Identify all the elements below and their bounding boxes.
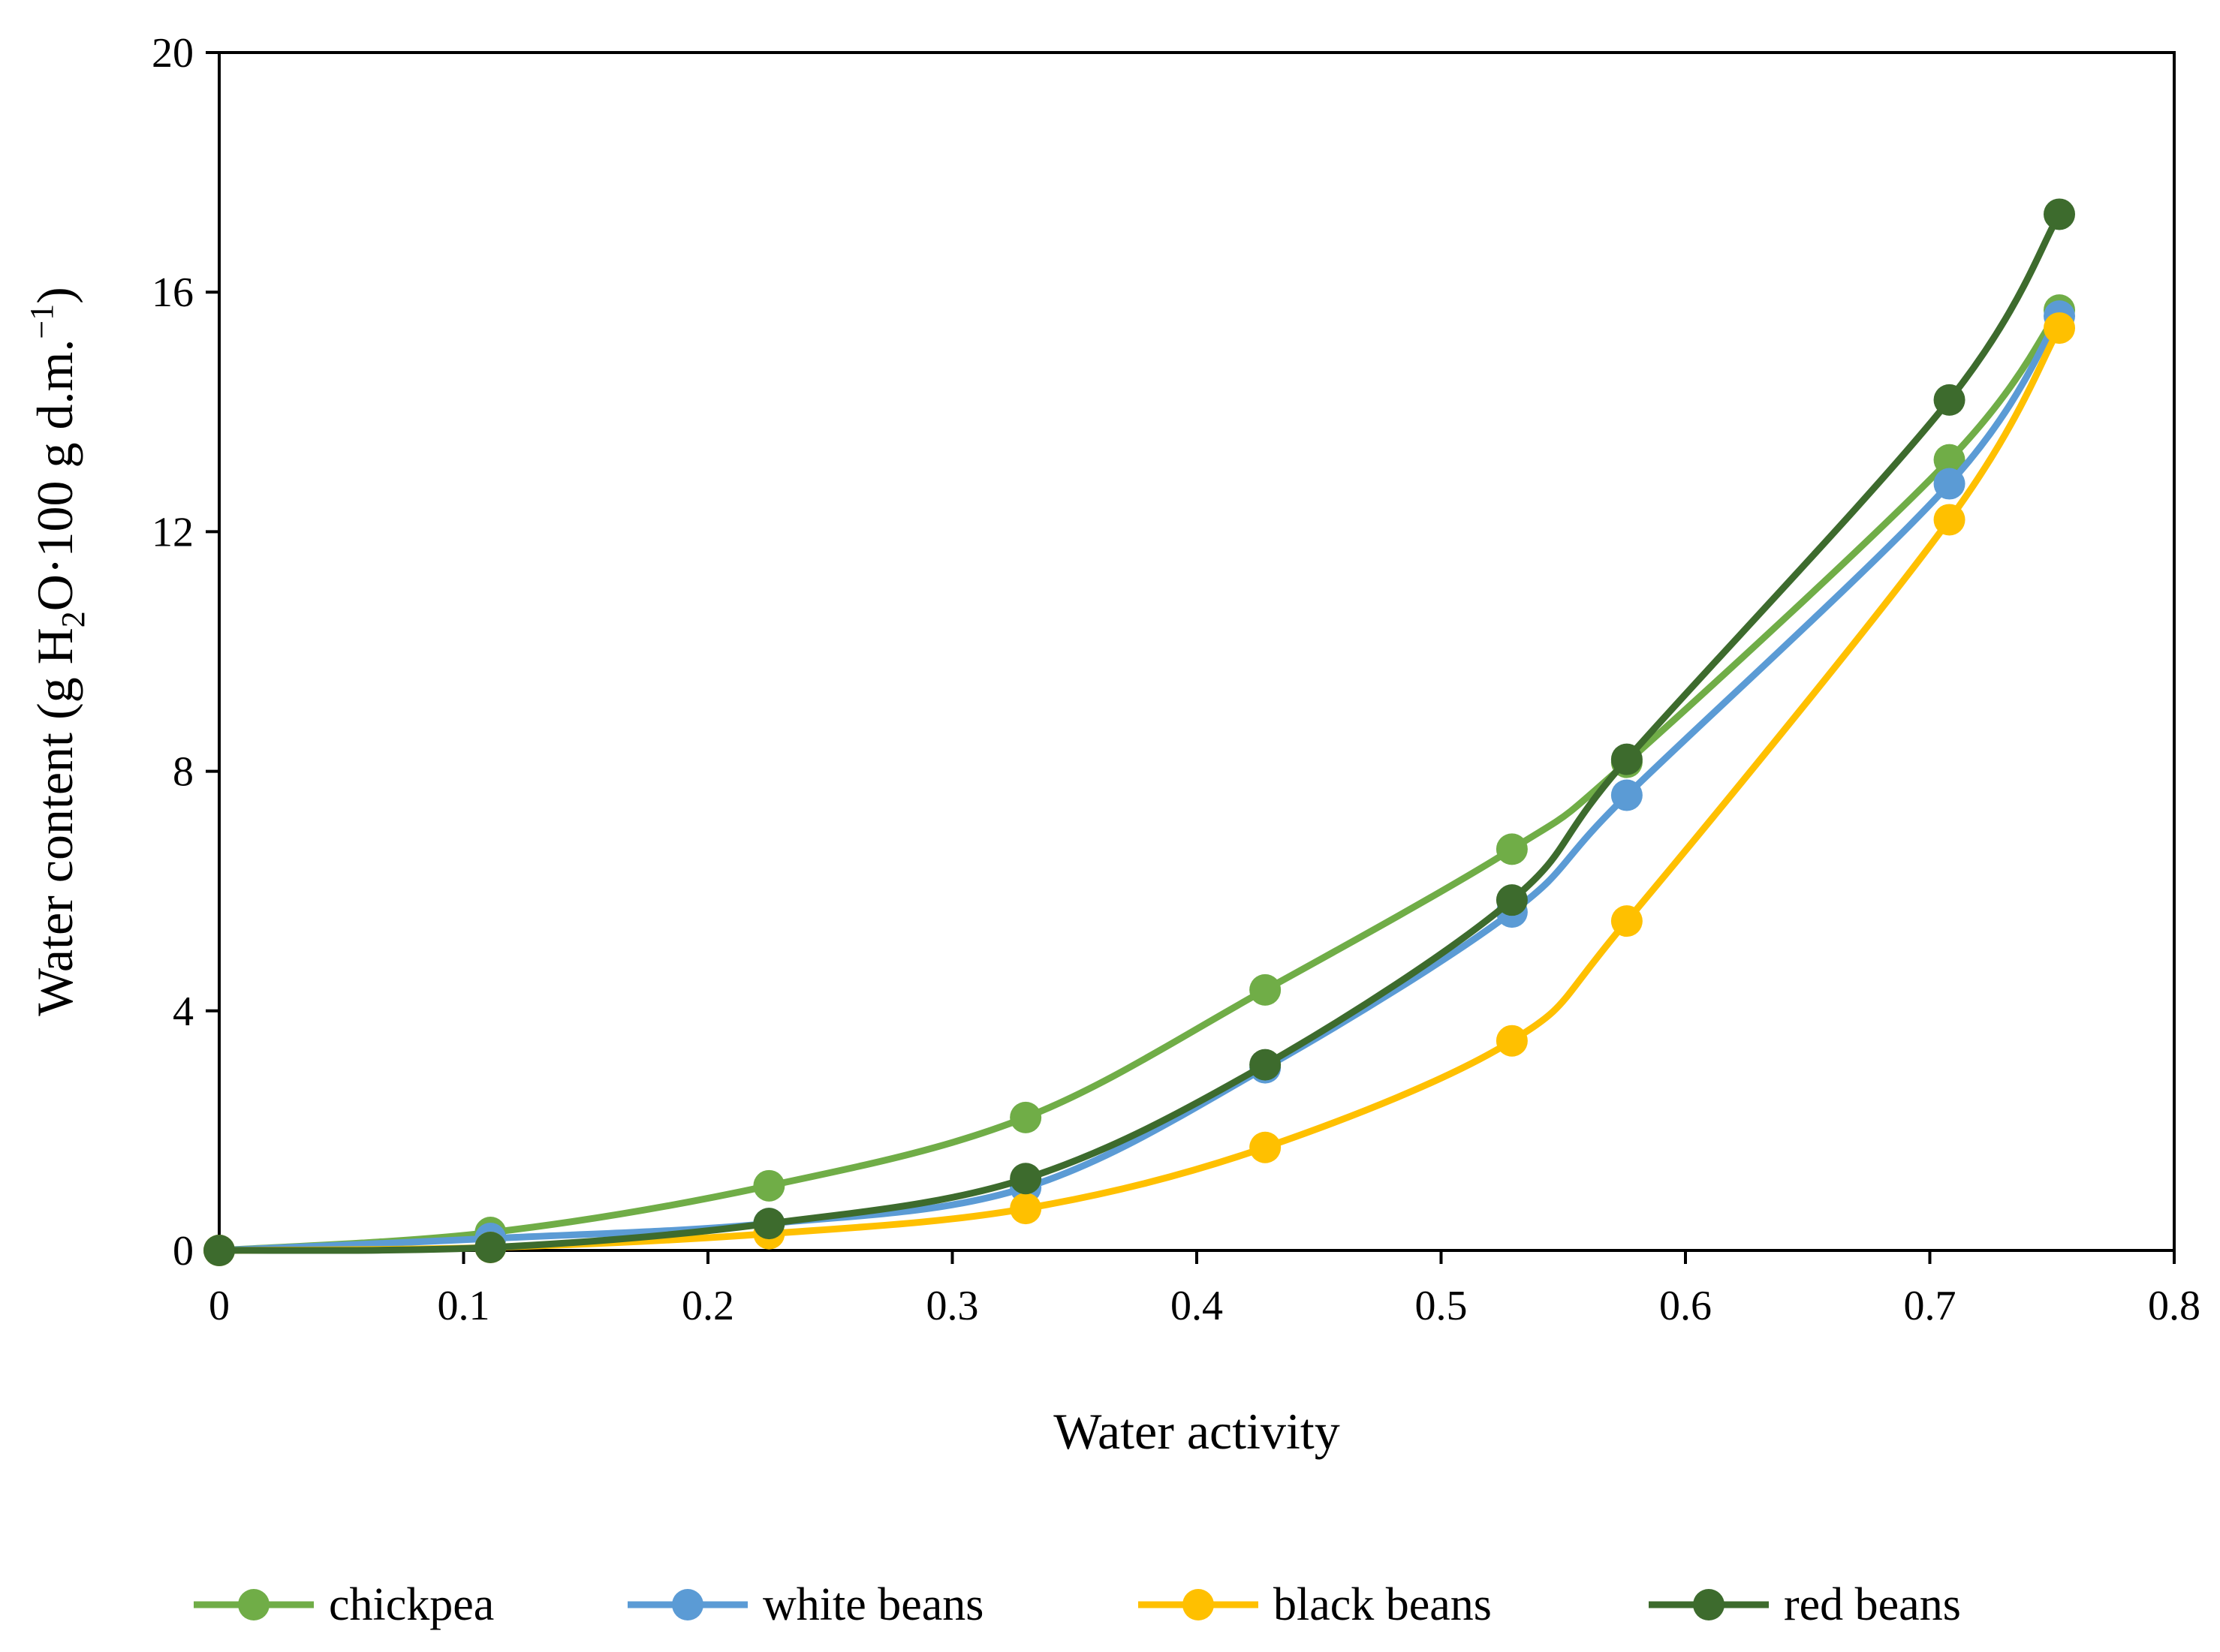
data-point [1610, 905, 1643, 937]
legend-marker [672, 1589, 703, 1620]
legend-item-white-beans: white beans [628, 1579, 983, 1630]
series-layer [203, 198, 2076, 1266]
legend-item-black-beans: black beans [1138, 1579, 1492, 1630]
x-tick-label: 0 [209, 1283, 230, 1329]
legend-marker [238, 1589, 270, 1620]
data-point [1933, 468, 1965, 500]
legend-label: red beans [1784, 1579, 1961, 1630]
y-tick-label: 20 [152, 30, 194, 77]
legend: chickpea white beans black beans red beans [194, 1579, 1961, 1630]
data-point [753, 1169, 785, 1202]
data-point [1010, 1193, 1042, 1225]
legend-item-chickpea: chickpea [194, 1579, 494, 1630]
axes: 0 0.1 0.2 0.3 0.4 0.5 0.6 0.7 0.8 0 4 8 12 16 20 [152, 30, 2200, 1329]
y-axis-title-superscript: −1 [23, 304, 60, 339]
y-tick-label: 16 [152, 269, 194, 316]
data-point [1496, 1025, 1528, 1057]
data-point [474, 1232, 507, 1264]
legend-marker [1693, 1589, 1724, 1620]
data-point [1496, 833, 1528, 865]
data-point [1249, 973, 1282, 1006]
legend-marker [1182, 1589, 1214, 1620]
y-tick-label: 8 [173, 749, 194, 796]
x-tick-label: 0.7 [1904, 1283, 1956, 1329]
data-point [1610, 779, 1643, 811]
y-axis-title: Water content (g H2O·100 g d.m.−1) [23, 287, 92, 1016]
x-tick-label: 0.3 [926, 1283, 979, 1329]
y-axis-title-middle: O·100 g d.m. [26, 339, 83, 612]
data-point [1496, 884, 1528, 916]
legend-item-red-beans: red beans [1649, 1579, 1961, 1630]
x-tick-label: 0.4 [1170, 1283, 1223, 1329]
data-point [1933, 444, 1965, 476]
data-point [203, 1235, 235, 1266]
x-tick-label: 0.5 [1415, 1283, 1468, 1329]
y-axis-title-suffix: ) [26, 287, 83, 304]
x-tick-label: 0.6 [1659, 1283, 1712, 1329]
y-axis-title-prefix: Water content (g H [26, 627, 83, 1016]
y-axis-title-subscript: 2 [55, 611, 92, 627]
legend-label: black beans [1273, 1579, 1492, 1630]
series-red-beans [203, 198, 2076, 1266]
legend-label: chickpea [329, 1579, 494, 1630]
data-point [1610, 743, 1643, 775]
y-tick-label: 4 [173, 988, 194, 1035]
data-point [1010, 1101, 1042, 1133]
x-tick-label: 0.8 [2148, 1283, 2200, 1329]
x-tick-label: 0.1 [438, 1283, 490, 1329]
x-axis-title: Water activity [1053, 1403, 1340, 1460]
data-point [1010, 1163, 1042, 1195]
y-tick-label: 0 [173, 1228, 194, 1274]
y-tick-label: 12 [152, 509, 194, 555]
legend-label: white beans [763, 1579, 983, 1630]
data-point [2044, 312, 2076, 345]
data-point [1933, 384, 1965, 416]
data-point [1249, 1131, 1282, 1163]
data-point [1249, 1049, 1282, 1081]
data-point [2044, 198, 2076, 230]
data-point [1933, 504, 1965, 536]
data-point [753, 1208, 785, 1240]
x-tick-label: 0.2 [682, 1283, 734, 1329]
